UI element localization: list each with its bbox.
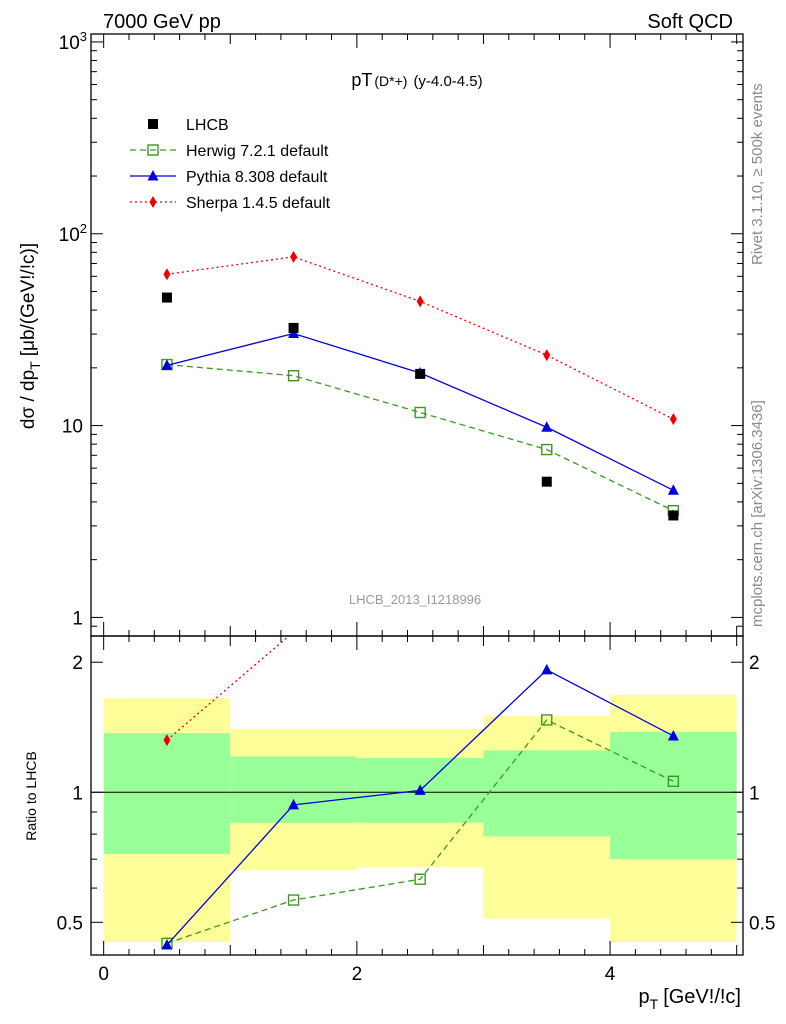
herwig-ratio-point	[287, 894, 300, 906]
sherpa-ratio-point	[163, 734, 171, 747]
lhcb-point	[288, 322, 299, 333]
herwig-line	[166, 363, 674, 512]
lower-y-axis-label: Ratio to LHCB	[23, 751, 39, 840]
lhcb-point	[161, 292, 172, 303]
lower-plot-frame	[90, 635, 744, 956]
herwig-point	[414, 406, 426, 419]
lhcb-legend-label: LHCB	[186, 117, 229, 134]
x-axis-label: pT [GeV!/!c]	[639, 986, 742, 1012]
uncertainty-band-inner	[103, 733, 231, 854]
mcplots-label: mcplots.cern.ch [arXiv:1306.3436]	[749, 400, 766, 627]
analysis-watermark: LHCB_2013_I1218996	[349, 592, 481, 607]
sherpa-point	[163, 268, 171, 281]
uncertainty-band-inner	[230, 756, 357, 823]
pythia-ratio-point	[414, 784, 426, 795]
lhcb-legend-marker	[148, 119, 158, 129]
main-title: pT (D*+) (y-4.0-4.5)	[351, 70, 482, 90]
pythia-point	[667, 484, 679, 495]
lhcb-point	[541, 476, 552, 487]
herwig-point	[541, 443, 553, 456]
uncertainty-band-inner	[610, 731, 737, 860]
lower-y-tick-label-right: 2	[749, 653, 760, 674]
herwig-ratio-point	[541, 714, 553, 726]
lower-y-tick-label: 2	[72, 653, 83, 674]
pythia-ratio-point	[667, 729, 679, 741]
lower-y-tick-label-right: 0.5	[749, 913, 775, 934]
upper-y-tick-label: 103	[59, 29, 87, 54]
herwig-ratio-point	[667, 775, 680, 788]
lower-y-tick-label: 0.5	[57, 913, 83, 934]
x-tick-label: 2	[352, 964, 363, 985]
upper-y-tick-label: 102	[59, 221, 87, 246]
sherpa-legend-marker	[149, 196, 157, 208]
sherpa-point	[416, 295, 424, 308]
pythia-ratio-point	[161, 938, 173, 950]
herwig-ratio-line	[166, 719, 674, 944]
header-right-label: Soft QCD	[647, 11, 733, 33]
pythia-point	[541, 421, 553, 432]
sherpa-point	[669, 413, 677, 426]
sherpa-point	[543, 349, 551, 362]
upper-y-axis-label: dσ / dpT[μb/(GeV!/!c)]	[18, 243, 43, 429]
herwig-point	[287, 369, 300, 382]
lower-y-tick-label: 1	[72, 783, 83, 804]
pythia-line	[166, 332, 674, 491]
header-left-label: 7000 GeV pp	[103, 11, 221, 33]
x-tick-label: 4	[605, 964, 616, 985]
herwig-legend-label: Herwig 7.2.1 default	[186, 143, 329, 160]
x-tick-label: 0	[98, 964, 109, 985]
pythia-point	[161, 359, 173, 370]
upper-y-tick-label: 1	[72, 608, 83, 629]
uncertainty-band-inner	[483, 750, 611, 837]
herwig-ratio-point	[414, 873, 426, 885]
sherpa-line	[166, 256, 674, 420]
pythia-ratio-point	[288, 798, 300, 810]
pythia-legend-marker	[147, 170, 159, 181]
pythia-legend-label: Pythia 8.308 default	[186, 169, 328, 186]
pythia-ratio-point	[541, 663, 553, 675]
upper-y-tick-label: 10	[62, 417, 83, 438]
rivet-label: Rivet 3.1.10, ≥ 500k events	[749, 83, 766, 265]
lower-y-tick-label-right: 1	[749, 783, 760, 804]
sherpa-legend-label: Sherpa 1.4.5 default	[186, 195, 331, 212]
lhcb-point	[668, 510, 679, 521]
lhcb-point	[415, 368, 426, 379]
sherpa-point	[290, 250, 298, 263]
herwig-legend-marker	[147, 144, 159, 156]
